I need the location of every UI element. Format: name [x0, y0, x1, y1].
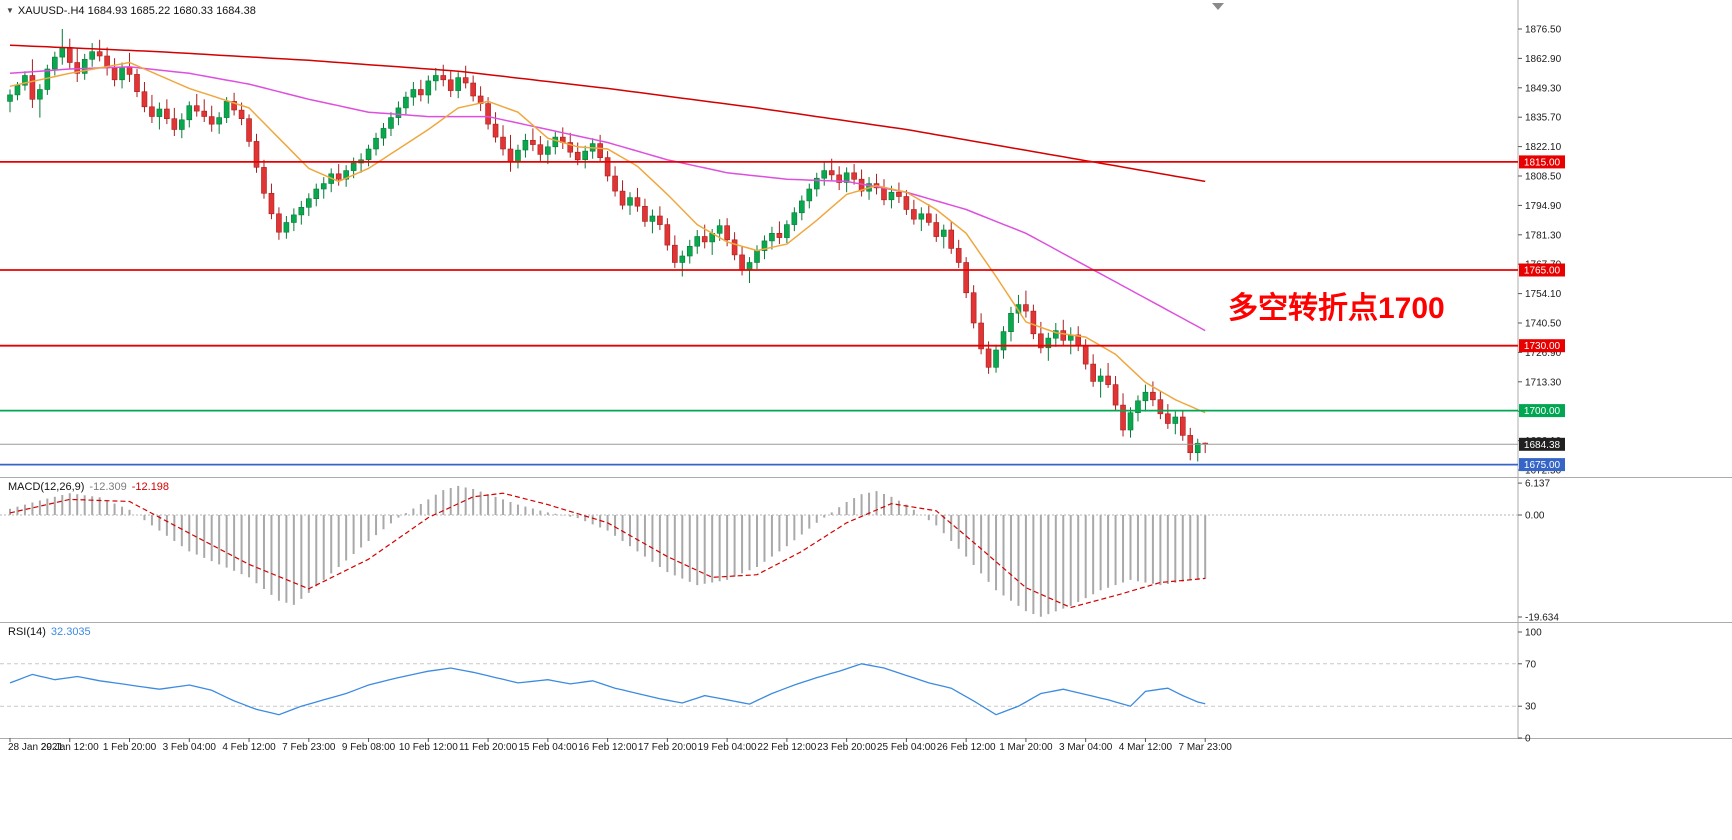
svg-text:1726.90: 1726.90 — [1525, 348, 1562, 359]
price-tag-1730.00: 1730.00 — [1519, 339, 1565, 353]
price-tag-1815.00: 1815.00 — [1519, 155, 1565, 169]
svg-text:4 Feb 12:00: 4 Feb 12:00 — [222, 742, 276, 753]
symbol-period-label: XAUUSD-.H4 — [17, 5, 85, 17]
svg-text:1730.00: 1730.00 — [1524, 341, 1561, 352]
ma-fast-line — [9, 61, 1206, 414]
ma-mid-line — [9, 66, 1206, 332]
macd-signal-value: -12.198 — [131, 481, 170, 493]
macd-name: MACD(12,26,9) — [8, 481, 85, 493]
svg-text:1675.00: 1675.00 — [1524, 460, 1561, 471]
rsi-value: 32.3035 — [50, 626, 91, 638]
current-price-tag: 1684.38 — [1519, 437, 1565, 451]
svg-text:1 Mar 20:00: 1 Mar 20:00 — [999, 742, 1053, 753]
svg-text:0: 0 — [1525, 734, 1531, 745]
svg-text:1815.00: 1815.00 — [1524, 157, 1561, 168]
svg-text:1808.50: 1808.50 — [1525, 172, 1562, 183]
svg-text:0.00: 0.00 — [1525, 511, 1545, 522]
svg-text:11 Feb 20:00: 11 Feb 20:00 — [459, 742, 518, 753]
annotation-text[interactable]: 多空转折点1700 — [1228, 292, 1445, 325]
svg-text:9 Feb 08:00: 9 Feb 08:00 — [342, 742, 396, 753]
ohlc-dropdown-icon[interactable]: ▼ — [6, 6, 14, 15]
svg-text:1862.90: 1862.90 — [1525, 54, 1562, 65]
svg-text:15 Feb 04:00: 15 Feb 04:00 — [518, 742, 577, 753]
svg-text:19 Feb 04:00: 19 Feb 04:00 — [698, 742, 757, 753]
svg-text:70: 70 — [1525, 659, 1537, 670]
svg-text:1 Feb 20:00: 1 Feb 20:00 — [103, 742, 157, 753]
svg-text:1765.00: 1765.00 — [1524, 266, 1561, 277]
svg-text:22 Feb 12:00: 22 Feb 12:00 — [757, 742, 816, 753]
svg-text:1713.30: 1713.30 — [1525, 377, 1562, 388]
price-tag-1700.00: 1700.00 — [1519, 404, 1565, 418]
svg-text:-19.634: -19.634 — [1525, 613, 1559, 624]
macd-main-value: -12.309 — [89, 481, 127, 493]
chart-shift-marker — [1212, 3, 1224, 10]
svg-text:1849.30: 1849.30 — [1525, 83, 1562, 94]
svg-text:7 Mar 23:00: 7 Mar 23:00 — [1179, 742, 1233, 753]
svg-text:23 Feb 20:00: 23 Feb 20:00 — [817, 742, 876, 753]
candles — [7, 29, 1208, 462]
macd-signal-line — [9, 492, 1206, 609]
svg-text:1794.90: 1794.90 — [1525, 201, 1562, 212]
ohlc-values: 1684.93 1685.22 1680.33 1684.38 — [87, 5, 256, 17]
svg-text:1781.30: 1781.30 — [1525, 230, 1562, 241]
macd-panel-label: MACD(12,26,9) -12.309 -12.198 — [8, 481, 169, 493]
price-tag-1675.00: 1675.00 — [1519, 458, 1565, 472]
macd-histogram — [9, 485, 1207, 617]
svg-text:7 Feb 23:00: 7 Feb 23:00 — [282, 742, 336, 753]
svg-text:16 Feb 12:00: 16 Feb 12:00 — [578, 742, 637, 753]
svg-text:1740.50: 1740.50 — [1525, 319, 1562, 330]
svg-text:1822.10: 1822.10 — [1525, 142, 1562, 153]
svg-text:100: 100 — [1525, 628, 1542, 639]
svg-text:1684.38: 1684.38 — [1524, 440, 1561, 451]
svg-text:26 Feb 12:00: 26 Feb 12:00 — [937, 742, 996, 753]
panel-separators — [0, 0, 1732, 739]
chart-header: ▼ XAUUSD-.H4 1684.93 1685.22 1680.33 1684… — [6, 5, 256, 17]
rsi-line — [9, 663, 1206, 716]
svg-text:3 Feb 04:00: 3 Feb 04:00 — [163, 742, 217, 753]
ma-slow-line — [9, 44, 1206, 183]
rsi-name: RSI(14) — [8, 626, 46, 638]
svg-text:1700.00: 1700.00 — [1524, 406, 1561, 417]
macd-axis: 6.137 0.00 -19.634 — [1518, 479, 1559, 624]
svg-text:25 Feb 04:00: 25 Feb 04:00 — [877, 742, 936, 753]
svg-text:4 Mar 12:00: 4 Mar 12:00 — [1119, 742, 1173, 753]
rsi-axis: 100 70 30 0 — [1518, 628, 1542, 745]
svg-text:6.137: 6.137 — [1525, 479, 1550, 490]
svg-text:1835.70: 1835.70 — [1525, 113, 1562, 124]
svg-text:1754.10: 1754.10 — [1525, 289, 1562, 300]
svg-text:3 Mar 04:00: 3 Mar 04:00 — [1059, 742, 1113, 753]
svg-text:1876.50: 1876.50 — [1525, 25, 1562, 36]
svg-text:29 Jan 12:00: 29 Jan 12:00 — [41, 742, 99, 753]
svg-text:17 Feb 20:00: 17 Feb 20:00 — [638, 742, 697, 753]
svg-text:28 Jan 2021: 28 Jan 2021 — [8, 742, 63, 753]
svg-text:10 Feb 12:00: 10 Feb 12:00 — [399, 742, 458, 753]
svg-text:30: 30 — [1525, 702, 1537, 713]
price-tag-1765.00: 1765.00 — [1519, 263, 1565, 277]
rsi-panel-label: RSI(14) 32.3035 — [8, 626, 91, 638]
